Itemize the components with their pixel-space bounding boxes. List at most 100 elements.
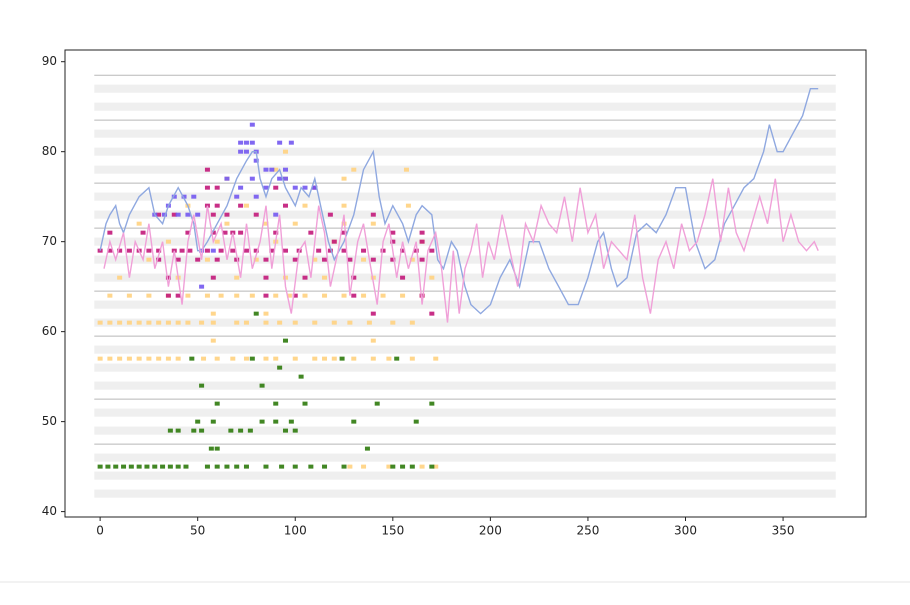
note — [292, 257, 298, 262]
note — [259, 419, 265, 424]
note — [140, 230, 146, 235]
note — [156, 212, 162, 217]
x-tick-label: 150 — [381, 524, 404, 538]
note — [171, 194, 177, 199]
plot-frame — [64, 49, 867, 518]
note — [386, 356, 392, 361]
note — [273, 185, 279, 190]
note — [292, 185, 298, 190]
note — [419, 239, 425, 244]
melody-line — [99, 88, 819, 315]
note — [105, 464, 111, 469]
note — [199, 383, 205, 388]
note — [224, 464, 230, 469]
note — [210, 248, 216, 253]
key-band — [94, 363, 836, 372]
note — [113, 464, 119, 469]
note — [243, 149, 249, 154]
note — [409, 464, 415, 469]
note — [370, 212, 376, 217]
note — [263, 257, 269, 262]
note — [312, 320, 318, 325]
note — [185, 320, 191, 325]
note — [234, 293, 240, 298]
x-tick-label: 350 — [772, 524, 795, 538]
note — [419, 293, 425, 298]
key-band — [94, 237, 836, 246]
key-band — [94, 273, 836, 282]
note — [370, 257, 376, 262]
note — [156, 356, 162, 361]
note — [243, 356, 249, 361]
note — [263, 320, 269, 325]
note — [292, 320, 298, 325]
note — [175, 293, 181, 298]
note — [117, 275, 123, 280]
note — [210, 338, 216, 343]
note — [339, 356, 345, 361]
note — [238, 203, 244, 208]
note — [341, 248, 347, 253]
note — [286, 293, 292, 298]
note — [269, 167, 275, 172]
note — [107, 230, 113, 235]
note — [214, 446, 220, 451]
y-tick-label: 40 — [42, 504, 57, 518]
note — [107, 293, 113, 298]
note — [351, 293, 357, 298]
note — [429, 275, 435, 280]
note — [238, 185, 244, 190]
note — [361, 257, 367, 262]
note — [136, 320, 142, 325]
note — [199, 320, 205, 325]
note — [390, 230, 396, 235]
note — [243, 203, 249, 208]
note — [361, 293, 367, 298]
note — [146, 257, 152, 262]
key-band — [94, 84, 836, 93]
note — [179, 248, 185, 253]
note — [277, 140, 283, 145]
note — [210, 212, 216, 217]
note — [224, 176, 230, 181]
note — [204, 167, 210, 172]
note — [97, 356, 103, 361]
note — [282, 149, 288, 154]
note — [191, 428, 197, 433]
note — [292, 293, 298, 298]
note — [253, 311, 259, 316]
note — [136, 221, 142, 226]
note — [282, 248, 288, 253]
note — [243, 140, 249, 145]
note — [308, 230, 314, 235]
note — [189, 356, 195, 361]
note — [121, 464, 127, 469]
note — [253, 158, 259, 163]
note — [97, 320, 103, 325]
note — [222, 230, 228, 235]
note — [214, 185, 220, 190]
note — [156, 320, 162, 325]
note — [322, 257, 328, 262]
note — [214, 401, 220, 406]
note — [403, 167, 409, 172]
y-tick-label: 80 — [42, 144, 57, 158]
note — [316, 248, 322, 253]
note — [208, 446, 214, 451]
note — [156, 257, 162, 262]
note — [302, 203, 308, 208]
note — [253, 194, 259, 199]
note — [210, 311, 216, 316]
note — [263, 275, 269, 280]
note — [263, 464, 269, 469]
note — [370, 221, 376, 226]
note — [249, 140, 255, 145]
note — [210, 320, 216, 325]
note — [370, 356, 376, 361]
note — [204, 248, 210, 253]
y-tick-label: 90 — [42, 54, 57, 68]
note — [419, 464, 425, 469]
note — [126, 356, 132, 361]
note — [181, 194, 187, 199]
note — [230, 356, 236, 361]
